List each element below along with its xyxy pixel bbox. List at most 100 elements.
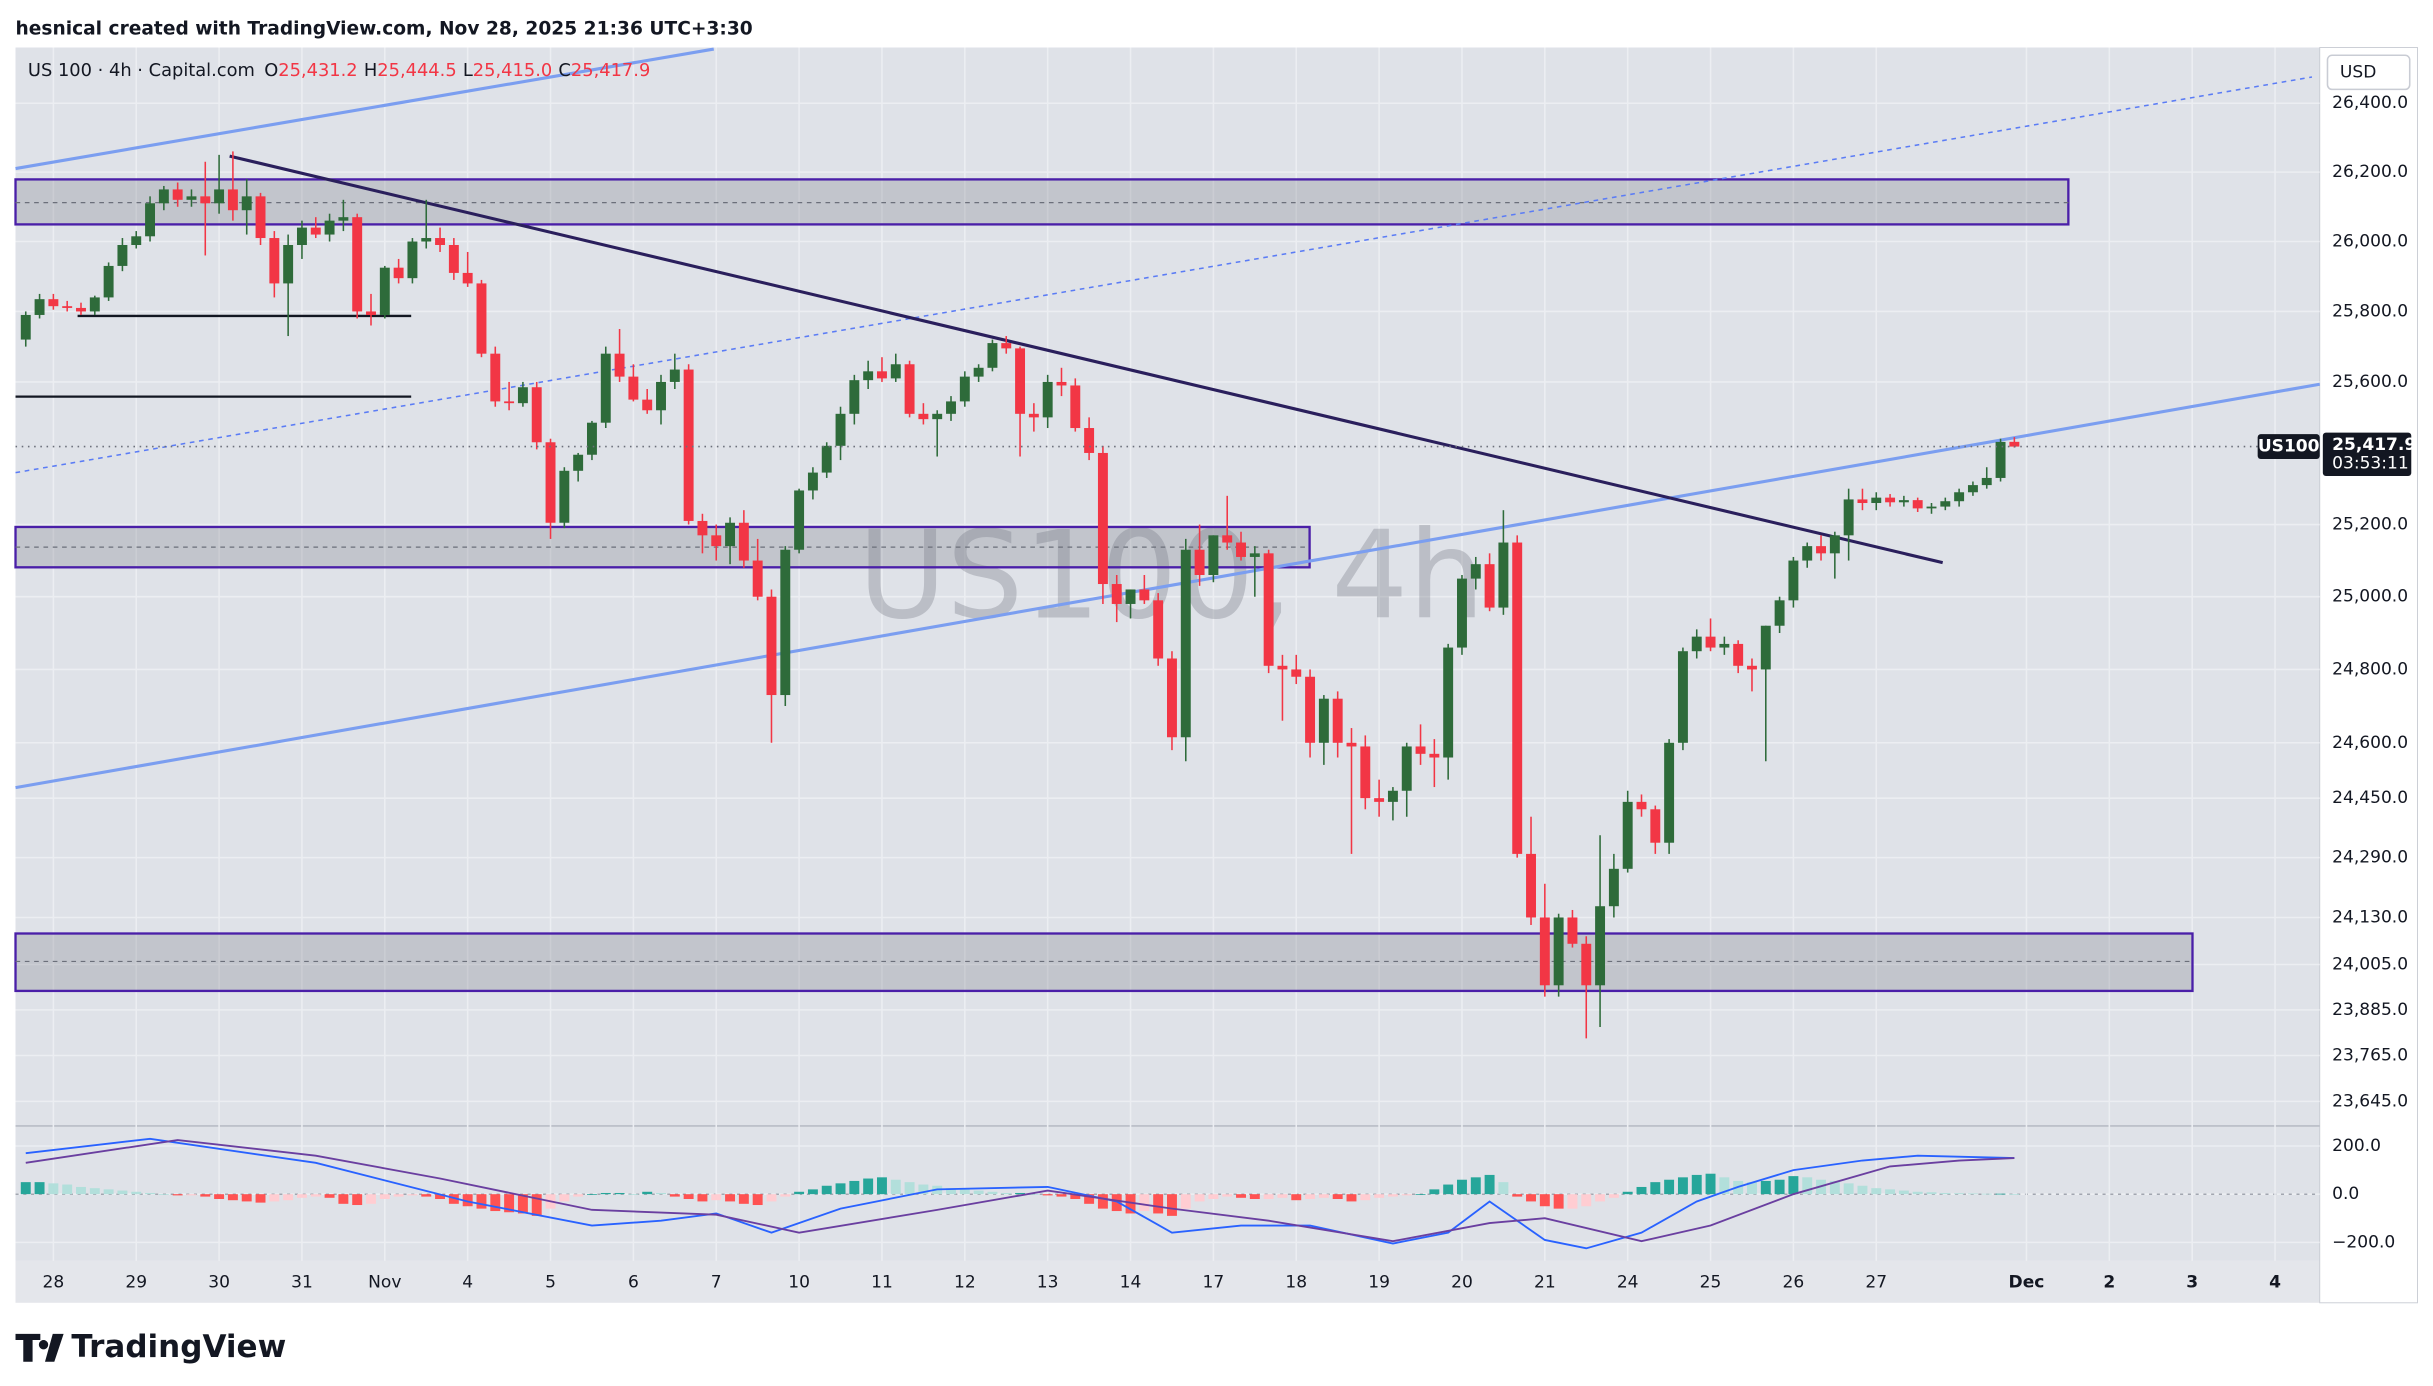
- candle-body: [628, 376, 639, 400]
- histogram-bar: [517, 1194, 528, 1214]
- x-tick-label: 20: [1451, 1273, 1473, 1293]
- zone: [14, 178, 2070, 226]
- histogram-bar: [752, 1194, 763, 1206]
- candle-body: [1097, 452, 1108, 585]
- candle-body: [48, 299, 59, 307]
- histogram-bar: [1512, 1194, 1523, 1197]
- signal-line: [25, 1139, 2015, 1243]
- y-tick-label: 24,130.0: [2332, 907, 2408, 927]
- candle-body: [1512, 542, 1523, 854]
- price-tag-value: 25,417.9: [2332, 435, 2416, 455]
- histogram-bar: [946, 1188, 956, 1195]
- candle-body: [725, 522, 736, 547]
- histogram-bar: [1843, 1183, 1854, 1195]
- histogram-bar: [1415, 1194, 1426, 1195]
- histogram-bar: [1691, 1174, 1702, 1195]
- author-line: hesnical created with TradingView.com, N…: [16, 18, 753, 39]
- price-tag: [2322, 432, 2412, 477]
- candle-body: [1802, 546, 1813, 561]
- candle-body: [1484, 564, 1495, 608]
- candle-body: [863, 371, 874, 381]
- candle-body: [1429, 753, 1440, 758]
- currency[interactable]: USD: [2340, 62, 2376, 82]
- candle-body: [1843, 499, 1854, 536]
- histogram-bar: [669, 1194, 680, 1197]
- candle-body: [1180, 549, 1191, 738]
- legend-letter: H: [364, 60, 377, 81]
- candle-body: [338, 217, 349, 221]
- candle-body: [1539, 917, 1550, 986]
- histogram-bar: [20, 1182, 31, 1195]
- histogram-bar: [807, 1189, 818, 1195]
- candle-body: [1733, 643, 1744, 666]
- histogram-bar: [1374, 1194, 1385, 1198]
- candle-body: [117, 245, 128, 266]
- candle-body: [145, 203, 156, 237]
- candle-body: [835, 413, 846, 446]
- histogram-bar: [76, 1186, 86, 1195]
- histogram-bar: [462, 1194, 473, 1207]
- candle-body: [448, 245, 459, 273]
- candle-body: [1401, 746, 1412, 791]
- histogram-bar: [1291, 1194, 1302, 1201]
- histogram-bar: [1167, 1194, 1177, 1216]
- candle-body: [1912, 500, 1923, 509]
- histogram-bar: [738, 1194, 749, 1204]
- candle-body: [310, 227, 321, 235]
- candle-body: [1567, 917, 1578, 944]
- candle-body: [214, 189, 225, 204]
- histogram-bar: [296, 1194, 307, 1198]
- x-tick-label: 24: [1617, 1273, 1639, 1293]
- candle-body: [1360, 746, 1371, 799]
- histogram-bar: [1608, 1194, 1619, 1198]
- brand-name: TradingView: [71, 1329, 286, 1365]
- candle-body: [421, 238, 432, 242]
- y-tick-label: 24,290.0: [2332, 848, 2408, 868]
- histogram-bar: [172, 1194, 183, 1196]
- symbol-tag: US100: [2258, 437, 2320, 457]
- currency-box[interactable]: [2326, 54, 2411, 91]
- histogram-bar: [435, 1194, 446, 1200]
- candle-body: [1788, 560, 1799, 601]
- legend-value: 25,444.5: [377, 60, 456, 81]
- histogram-bar: [1387, 1194, 1398, 1197]
- histogram-bar: [1236, 1194, 1246, 1198]
- histogram-bar: [1898, 1190, 1909, 1195]
- channel-line: [15, 382, 2320, 790]
- channel-line: [15, 47, 715, 171]
- x-tick-label: 10: [788, 1273, 810, 1293]
- candle-body: [255, 196, 266, 239]
- candle-body: [462, 272, 473, 284]
- legend-value: 25,415.0: [473, 60, 552, 81]
- histogram-bar: [269, 1194, 280, 1202]
- candle-body: [283, 245, 294, 284]
- candle-body: [642, 399, 653, 411]
- candle-body: [324, 220, 335, 235]
- candle-body: [1760, 625, 1771, 670]
- candle-body: [821, 445, 832, 473]
- x-tick-label: 31: [291, 1273, 313, 1293]
- histogram-bar: [1705, 1173, 1716, 1195]
- candle-body: [1595, 906, 1606, 986]
- candle-body: [241, 196, 252, 211]
- y-tick-label: 23,885.0: [2332, 1000, 2408, 1020]
- histogram-bar: [117, 1190, 128, 1195]
- x-tick-label: 3: [2186, 1273, 2198, 1293]
- candle-body: [1222, 535, 1233, 543]
- candle-body: [1208, 535, 1219, 575]
- candle-body: [1332, 698, 1343, 743]
- candle-body: [1981, 477, 1992, 486]
- candle-body: [1236, 542, 1246, 557]
- histogram-bar: [1664, 1179, 1675, 1195]
- histogram-bar: [131, 1191, 142, 1195]
- candle-body: [1747, 665, 1757, 670]
- candle-body: [1346, 742, 1357, 747]
- macd-tick-label: 0.0: [2332, 1184, 2359, 1204]
- histogram-bar: [1332, 1194, 1343, 1200]
- histogram-bar: [1249, 1194, 1260, 1200]
- candle-body: [1705, 636, 1716, 648]
- histogram-bar: [863, 1178, 874, 1195]
- histogram-bar: [904, 1182, 915, 1195]
- candle-body: [1885, 497, 1896, 503]
